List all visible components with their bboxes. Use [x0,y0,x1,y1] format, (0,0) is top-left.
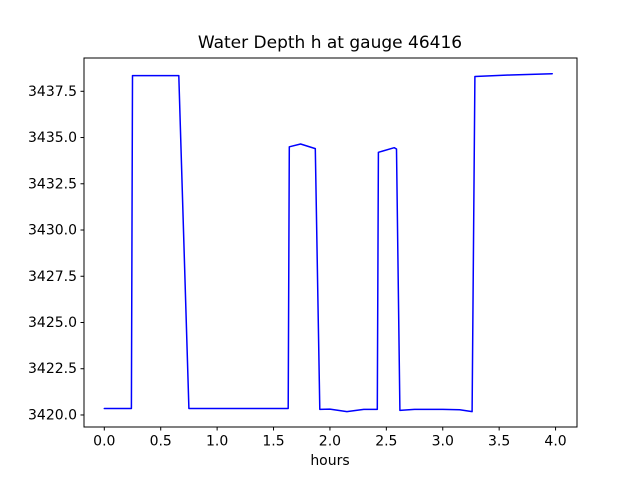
y-tick-label: 3430.0 [28,223,77,239]
plot-frame [83,57,578,428]
x-tick-label: 4.0 [544,434,566,450]
y-tick-label: 3432.5 [28,176,77,192]
x-axis-ticks: 0.0 0.5 1.0 1.5 2.0 2.5 3.0 3.5 4.0 [93,427,567,450]
y-tick-label: 3422.5 [28,361,77,377]
y-axis-ticks: 3420.0 3422.5 3425.0 3427.5 3430.0 3432.5 3435… [28,84,84,423]
data-line [103,72,553,413]
x-tick-label: 1.5 [262,434,284,450]
x-tick-label: 0.5 [150,434,172,450]
chart-title: Water Depth h at gauge 46416 [198,33,462,53]
x-tick-label: 2.5 [375,434,397,450]
x-tick-label: 1.0 [206,434,228,450]
x-tick-label: 2.0 [319,434,341,450]
x-tick-label: 3.0 [432,434,454,450]
y-tick-label: 3420.0 [28,407,77,423]
y-tick-label: 3427.5 [28,269,77,285]
x-tick-label: 3.5 [488,434,510,450]
y-tick-label: 3435.0 [28,130,77,146]
y-tick-label: 3437.5 [28,84,77,100]
x-tick-label: 0.0 [93,434,115,450]
x-axis-label: hours [310,453,349,469]
y-tick-label: 3425.0 [28,315,77,331]
